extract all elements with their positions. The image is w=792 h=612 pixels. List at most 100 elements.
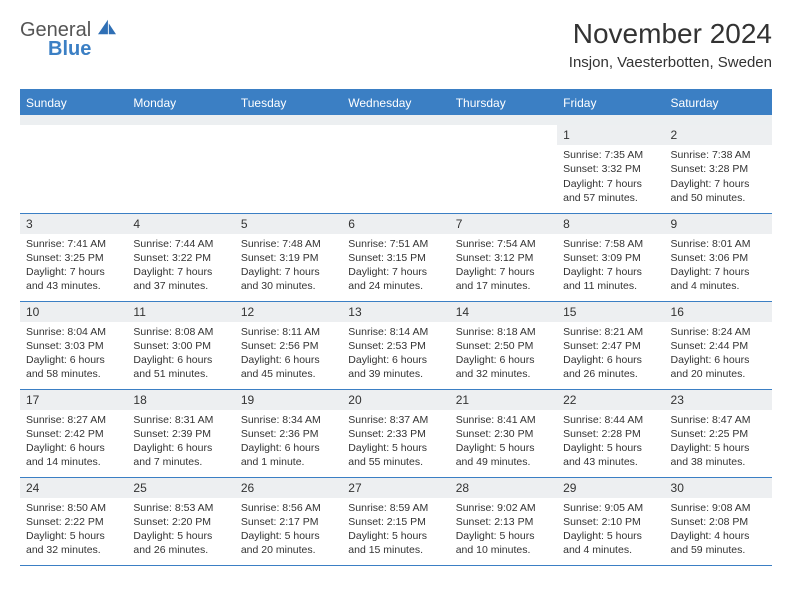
calendar-day-cell: 16Sunrise: 8:24 AMSunset: 2:44 PMDayligh…: [665, 301, 772, 389]
daylight-text: Daylight: 6 hours and 32 minutes.: [456, 353, 551, 381]
calendar-day-cell: 29Sunrise: 9:05 AMSunset: 2:10 PMDayligh…: [557, 477, 664, 565]
day-number: 19: [235, 390, 342, 410]
brand-logo: General Blue: [20, 18, 118, 59]
day-number: 6: [342, 214, 449, 234]
calendar-day-cell: [342, 125, 449, 213]
daylight-text: Daylight: 5 hours and 4 minutes.: [563, 529, 658, 557]
day-number: 23: [665, 390, 772, 410]
daylight-text: Daylight: 6 hours and 39 minutes.: [348, 353, 443, 381]
sunrise-text: Sunrise: 7:51 AM: [348, 237, 443, 251]
day-number: 27: [342, 478, 449, 498]
sunset-text: Sunset: 2:33 PM: [348, 427, 443, 441]
sunrise-text: Sunrise: 8:11 AM: [241, 325, 336, 339]
calendar-day-cell: [127, 125, 234, 213]
sunrise-text: Sunrise: 8:56 AM: [241, 501, 336, 515]
dow-sunday: Sunday: [20, 90, 127, 115]
daylight-text: Daylight: 7 hours and 24 minutes.: [348, 265, 443, 293]
sunset-text: Sunset: 3:25 PM: [26, 251, 121, 265]
daylight-text: Daylight: 7 hours and 4 minutes.: [671, 265, 766, 293]
calendar-day-cell: 13Sunrise: 8:14 AMSunset: 2:53 PMDayligh…: [342, 301, 449, 389]
daylight-text: Daylight: 7 hours and 17 minutes.: [456, 265, 551, 293]
calendar-day-cell: 28Sunrise: 9:02 AMSunset: 2:13 PMDayligh…: [450, 477, 557, 565]
calendar-day-cell: 11Sunrise: 8:08 AMSunset: 3:00 PMDayligh…: [127, 301, 234, 389]
sunset-text: Sunset: 3:19 PM: [241, 251, 336, 265]
day-number: 2: [665, 125, 772, 145]
daylight-text: Daylight: 6 hours and 26 minutes.: [563, 353, 658, 381]
sunset-text: Sunset: 3:00 PM: [133, 339, 228, 353]
sunrise-text: Sunrise: 8:14 AM: [348, 325, 443, 339]
day-number: 28: [450, 478, 557, 498]
calendar-day-cell: 17Sunrise: 8:27 AMSunset: 2:42 PMDayligh…: [20, 389, 127, 477]
sunset-text: Sunset: 2:30 PM: [456, 427, 551, 441]
header: General Blue November 2024 Insjon, Vaest…: [20, 18, 772, 71]
calendar-day-cell: 1Sunrise: 7:35 AMSunset: 3:32 PMDaylight…: [557, 125, 664, 213]
calendar-day-cell: 23Sunrise: 8:47 AMSunset: 2:25 PMDayligh…: [665, 389, 772, 477]
sunset-text: Sunset: 3:06 PM: [671, 251, 766, 265]
day-number: 12: [235, 302, 342, 322]
calendar-day-cell: 22Sunrise: 8:44 AMSunset: 2:28 PMDayligh…: [557, 389, 664, 477]
day-number: 15: [557, 302, 664, 322]
sunset-text: Sunset: 2:15 PM: [348, 515, 443, 529]
calendar-day-cell: 12Sunrise: 8:11 AMSunset: 2:56 PMDayligh…: [235, 301, 342, 389]
sunrise-text: Sunrise: 7:48 AM: [241, 237, 336, 251]
sunset-text: Sunset: 3:22 PM: [133, 251, 228, 265]
daylight-text: Daylight: 7 hours and 57 minutes.: [563, 177, 658, 205]
sunrise-text: Sunrise: 8:08 AM: [133, 325, 228, 339]
sunrise-text: Sunrise: 8:44 AM: [563, 413, 658, 427]
sunset-text: Sunset: 3:15 PM: [348, 251, 443, 265]
sunrise-text: Sunrise: 7:35 AM: [563, 148, 658, 162]
calendar-day-cell: 20Sunrise: 8:37 AMSunset: 2:33 PMDayligh…: [342, 389, 449, 477]
calendar-day-cell: 25Sunrise: 8:53 AMSunset: 2:20 PMDayligh…: [127, 477, 234, 565]
day-number: 13: [342, 302, 449, 322]
sunrise-text: Sunrise: 8:41 AM: [456, 413, 551, 427]
sunrise-text: Sunrise: 8:24 AM: [671, 325, 766, 339]
sunrise-text: Sunrise: 8:31 AM: [133, 413, 228, 427]
sunrise-text: Sunrise: 8:53 AM: [133, 501, 228, 515]
daylight-text: Daylight: 7 hours and 30 minutes.: [241, 265, 336, 293]
calendar-day-cell: 7Sunrise: 7:54 AMSunset: 3:12 PMDaylight…: [450, 213, 557, 301]
day-number: 8: [557, 214, 664, 234]
dow-saturday: Saturday: [665, 90, 772, 115]
sunrise-text: Sunrise: 8:34 AM: [241, 413, 336, 427]
daylight-text: Daylight: 7 hours and 43 minutes.: [26, 265, 121, 293]
daylight-text: Daylight: 5 hours and 10 minutes.: [456, 529, 551, 557]
calendar-day-cell: [235, 125, 342, 213]
sunrise-text: Sunrise: 8:59 AM: [348, 501, 443, 515]
day-number: 14: [450, 302, 557, 322]
sunrise-text: Sunrise: 7:41 AM: [26, 237, 121, 251]
calendar-day-cell: 19Sunrise: 8:34 AMSunset: 2:36 PMDayligh…: [235, 389, 342, 477]
daylight-text: Daylight: 6 hours and 14 minutes.: [26, 441, 121, 469]
day-number: 24: [20, 478, 127, 498]
sunset-text: Sunset: 3:32 PM: [563, 162, 658, 176]
sunset-text: Sunset: 2:13 PM: [456, 515, 551, 529]
sunset-text: Sunset: 3:28 PM: [671, 162, 766, 176]
calendar-day-cell: 6 Sunrise: 7:51 AMSunset: 3:15 PMDaylight…: [342, 213, 449, 301]
day-of-week-row: Sunday Monday Tuesday Wednesday Thursday…: [20, 90, 772, 115]
day-number: 4: [127, 214, 234, 234]
sunset-text: Sunset: 2:44 PM: [671, 339, 766, 353]
day-number: 29: [557, 478, 664, 498]
sunset-text: Sunset: 2:47 PM: [563, 339, 658, 353]
calendar-day-cell: 18Sunrise: 8:31 AMSunset: 2:39 PMDayligh…: [127, 389, 234, 477]
sunset-text: Sunset: 3:09 PM: [563, 251, 658, 265]
calendar-week-row: 1Sunrise: 7:35 AMSunset: 3:32 PMDaylight…: [20, 125, 772, 213]
calendar-week-row: 3Sunrise: 7:41 AMSunset: 3:25 PMDaylight…: [20, 213, 772, 301]
day-number: 10: [20, 302, 127, 322]
sunset-text: Sunset: 2:08 PM: [671, 515, 766, 529]
sunset-text: Sunset: 3:03 PM: [26, 339, 121, 353]
daylight-text: Daylight: 5 hours and 49 minutes.: [456, 441, 551, 469]
daylight-text: Daylight: 5 hours and 26 minutes.: [133, 529, 228, 557]
day-number: 17: [20, 390, 127, 410]
day-number: 18: [127, 390, 234, 410]
daylight-text: Daylight: 7 hours and 11 minutes.: [563, 265, 658, 293]
sunset-text: Sunset: 2:42 PM: [26, 427, 121, 441]
calendar-day-cell: 30Sunrise: 9:08 AMSunset: 2:08 PMDayligh…: [665, 477, 772, 565]
daylight-text: Daylight: 6 hours and 1 minute.: [241, 441, 336, 469]
sunset-text: Sunset: 2:50 PM: [456, 339, 551, 353]
dow-tuesday: Tuesday: [235, 90, 342, 115]
day-number: 26: [235, 478, 342, 498]
calendar-day-cell: 15Sunrise: 8:21 AMSunset: 2:47 PMDayligh…: [557, 301, 664, 389]
calendar-table: Sunday Monday Tuesday Wednesday Thursday…: [20, 89, 772, 566]
day-number: 30: [665, 478, 772, 498]
day-number: 25: [127, 478, 234, 498]
